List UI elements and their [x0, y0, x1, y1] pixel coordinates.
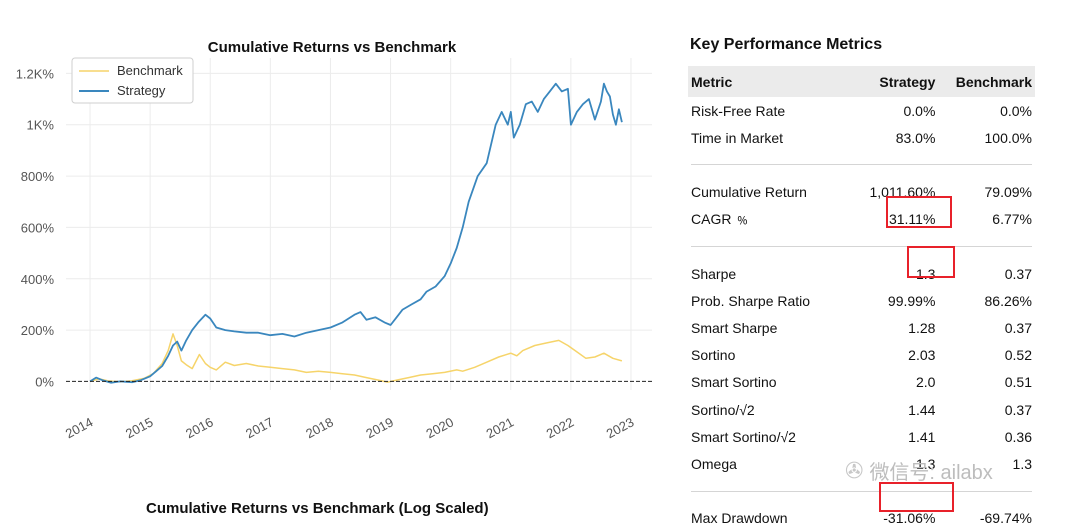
- table-row: Max Drawdown -31.06% -69.74%: [688, 505, 1035, 532]
- row-separator: [688, 151, 1035, 178]
- metric-name: Risk-Free Rate: [691, 102, 786, 119]
- metrics-title: Key Performance Metrics: [690, 36, 883, 53]
- x-tick-label: 2020: [423, 414, 456, 441]
- x-tick-label: 2022: [544, 414, 577, 441]
- table-row: Omega 1.3 1.3: [688, 450, 1035, 477]
- y-tick-label: 1.2K%: [16, 66, 55, 81]
- x-tick-label: 2014: [63, 414, 96, 441]
- table-row: Risk-Free Rate 0.0% 0.0%: [688, 97, 1035, 124]
- metric-name: Sharpe: [691, 265, 737, 282]
- watermark: ✇ 微信号: ailabx: [845, 456, 993, 485]
- table-row: Cumulative Return 1,011.60% 79.09%: [688, 179, 1035, 206]
- metric-benchmark: 6.77%: [992, 211, 1032, 228]
- metric-strategy: 1.41: [908, 428, 936, 445]
- table-row: Sortino/√2 1.44 0.37: [688, 396, 1035, 423]
- metric-benchmark: 0.51: [1004, 374, 1032, 391]
- metric-benchmark: 0.37: [1004, 265, 1032, 282]
- header-metric: Metric: [688, 66, 854, 97]
- chart-title: Cumulative Returns vs Benchmark: [208, 39, 457, 56]
- metric-name: Smart Sharpe: [691, 320, 778, 337]
- table-row: Smart Sortino 2.0 0.51: [688, 369, 1035, 396]
- metric-name: Prob. Sharpe Ratio: [691, 292, 811, 309]
- legend-label-strategy: Strategy: [117, 83, 166, 98]
- watermark-text: 微信号: ailabx: [869, 462, 993, 484]
- header-benchmark: Benchmark: [938, 66, 1035, 97]
- y-tick-label: 0%: [35, 374, 54, 389]
- table-row: Time in Market 83.0% 100.0%: [688, 124, 1035, 151]
- metric-benchmark: 86.26%: [984, 292, 1032, 309]
- table-row: Smart Sharpe 1.28 0.37: [688, 315, 1035, 342]
- y-tick-label: 200%: [21, 323, 55, 338]
- metric-name: Smart Sortino/√2: [691, 428, 796, 445]
- series-line-strategy: [89, 82, 623, 384]
- metric-strategy: 83.0%: [895, 129, 936, 146]
- table-row: Prob. Sharpe Ratio 99.99% 86.26%: [688, 287, 1035, 314]
- metric-strategy: 1.28: [908, 320, 936, 337]
- metric-name: Omega: [691, 456, 737, 473]
- header-strategy: Strategy: [854, 66, 939, 97]
- row-separator: [688, 233, 1035, 260]
- metric-name: CAGR ﹪: [691, 211, 750, 228]
- metric-strategy: 1.3: [915, 456, 936, 473]
- metric-benchmark: 0.52: [1004, 347, 1032, 364]
- metric-name: Cumulative Return: [691, 184, 807, 201]
- wechat-icon: ✇: [845, 457, 864, 483]
- highlight-box-max-drawdown: [879, 482, 954, 512]
- highlight-box-sharpe: [907, 246, 955, 278]
- x-tick-label: 2018: [303, 414, 336, 441]
- metric-strategy: 99.99%: [887, 292, 936, 309]
- x-tick-label: 2015: [123, 414, 156, 441]
- x-tick-label: 2016: [183, 414, 216, 441]
- metric-benchmark: 0.0%: [1000, 102, 1032, 119]
- chart-legend: Benchmark Strategy: [71, 57, 194, 104]
- metric-name: Sortino: [691, 347, 736, 364]
- metric-benchmark: 0.37: [1004, 320, 1032, 337]
- metric-name: Time in Market: [691, 129, 784, 146]
- y-tick-label: 400%: [21, 272, 55, 287]
- series-line-benchmark: [89, 333, 623, 383]
- table-row: CAGR ﹪ 31.11% 6.77%: [688, 206, 1035, 233]
- x-tick-label: 2019: [363, 414, 396, 441]
- table-row: Sharpe 1.3 0.37: [688, 260, 1035, 287]
- metric-strategy: 31.11%: [888, 211, 936, 228]
- table-row: Smart Sortino/√2 1.41 0.36: [688, 423, 1035, 450]
- highlight-box-cagr: [886, 196, 952, 228]
- legend-label-benchmark: Benchmark: [117, 63, 183, 78]
- metrics-header-row: Metric Strategy Benchmark: [688, 66, 1035, 97]
- y-tick-label: 600%: [21, 220, 55, 235]
- metric-strategy: 2.03: [908, 347, 936, 364]
- metric-benchmark: 100.0%: [984, 129, 1032, 146]
- metric-benchmark: 1.3: [1012, 456, 1032, 473]
- y-tick-label: 1K%: [27, 118, 55, 133]
- metric-name: Max Drawdown: [691, 510, 788, 527]
- cumulative-returns-chart: Cumulative Returns vs Benchmark 0% 200% 40…: [16, 39, 652, 441]
- metric-strategy: 2.0: [915, 374, 936, 391]
- x-tick-label: 2023: [604, 414, 637, 441]
- x-tick-label: 2017: [243, 414, 276, 441]
- metric-name: Smart Sortino: [691, 374, 777, 391]
- metric-benchmark: 0.37: [1004, 401, 1032, 418]
- metric-strategy: 0.0%: [903, 102, 936, 119]
- row-separator: [688, 478, 1035, 505]
- metric-benchmark: 79.09%: [984, 184, 1032, 201]
- x-tick-label: 2021: [484, 414, 517, 441]
- metric-benchmark: 0.36: [1004, 428, 1032, 445]
- table-row: Sortino 2.03 0.52: [688, 342, 1035, 369]
- metric-name: Sortino/√2: [691, 401, 755, 418]
- log-chart-title: Cumulative Returns vs Benchmark (Log Sca…: [146, 500, 489, 517]
- metric-strategy: 1.44: [908, 401, 936, 418]
- y-tick-label: 800%: [21, 169, 55, 184]
